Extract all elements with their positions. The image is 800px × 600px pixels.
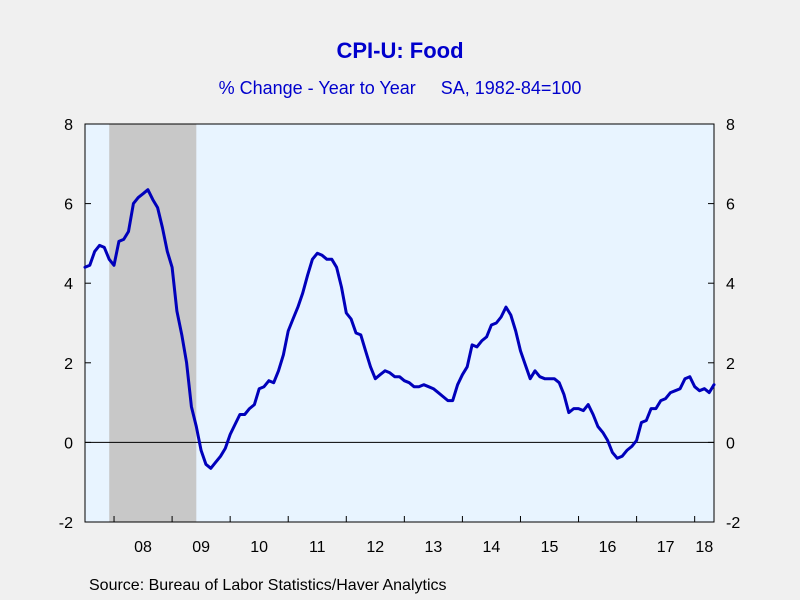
x-tick-label: 16	[599, 539, 617, 556]
y-tick-label-right: -2	[726, 515, 740, 532]
y-tick-label-right: 8	[726, 117, 735, 134]
x-tick-label: 18	[695, 539, 713, 556]
y-tick-label-right: 2	[726, 356, 735, 373]
recession-band	[109, 124, 197, 522]
y-tick-label-right: 4	[726, 276, 735, 293]
x-tick-label: 15	[541, 539, 559, 556]
x-tick-label: 17	[657, 539, 675, 556]
x-tick-label: 13	[424, 539, 442, 556]
y-tick-label-right: 0	[726, 435, 735, 452]
x-tick-label: 10	[250, 539, 268, 556]
x-tick-label: 09	[192, 539, 210, 556]
y-tick-label-left: 0	[64, 435, 73, 452]
series-line	[83, 188, 716, 470]
plot-frame	[84, 123, 715, 523]
y-tick-label-left: 2	[64, 356, 73, 373]
chart-title: CPI-U: Food	[336, 38, 464, 63]
y-tick-label-left: 4	[64, 276, 73, 293]
y-tick-label-left: 8	[64, 117, 73, 134]
x-tick-label: 08	[134, 539, 152, 556]
source-note: Source: Bureau of Labor Statistics/Haver…	[89, 577, 447, 594]
x-tick-label: 11	[309, 539, 326, 556]
y-tick-label-right: 6	[726, 197, 735, 214]
y-tick-label-left: 6	[64, 197, 73, 214]
x-tick-label: 12	[366, 539, 384, 556]
chart-subtitle: % Change - Year to Year SA, 1982-84=100	[218, 78, 582, 98]
x-tick-label: 14	[483, 539, 501, 556]
y-tick-label-left: -2	[59, 515, 73, 532]
